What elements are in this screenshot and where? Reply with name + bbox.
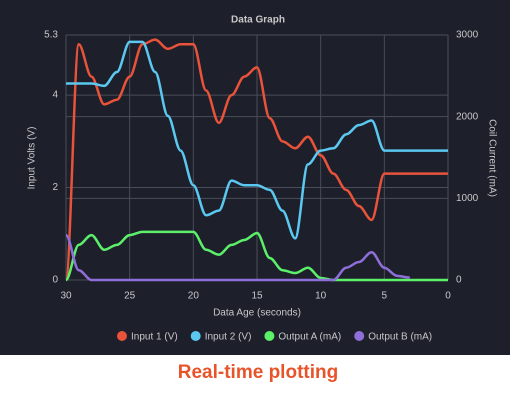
legend-swatch: [354, 331, 365, 341]
caption: Real-time plotting: [178, 362, 338, 383]
legend-label: Input 1 (V): [131, 332, 178, 343]
y-tick-label: 0: [52, 275, 58, 286]
x-tick-label: 20: [188, 291, 200, 302]
legend-swatch: [190, 331, 201, 341]
x-tick-label: 30: [60, 291, 72, 302]
y-axis-title: Input Volts (V): [27, 127, 38, 190]
y2-tick-label: 3000: [456, 30, 479, 41]
x-axis-title: Data Age (seconds): [213, 308, 301, 319]
y2-axis-title: Coil Current (mA): [486, 119, 497, 197]
legend-swatch: [264, 331, 275, 341]
x-tick-label: 15: [251, 291, 263, 302]
data-line: [64, 230, 448, 282]
x-tick-label: 25: [124, 291, 136, 302]
legend-label: Output B (mA): [368, 332, 432, 343]
y-tick-label: 4: [52, 90, 58, 101]
chart-title: Data Graph: [231, 15, 285, 26]
x-tick-label: 0: [445, 291, 451, 302]
y2-tick-label: 2000: [456, 111, 479, 122]
y2-tick-label: 0: [456, 275, 462, 286]
data-line: [64, 233, 410, 282]
x-tick-label: 10: [315, 291, 327, 302]
legend-label: Input 2 (V): [205, 332, 252, 343]
x-tick-label: 5: [382, 291, 388, 302]
y-tick-label: 2: [52, 182, 58, 193]
y-tick-label: 5.3: [44, 30, 58, 41]
legend-swatch: [117, 331, 127, 341]
legend-label: Output A (mA): [278, 332, 341, 343]
data-line: [66, 40, 448, 240]
y2-tick-label: 1000: [456, 193, 479, 204]
data-line: [64, 38, 448, 282]
